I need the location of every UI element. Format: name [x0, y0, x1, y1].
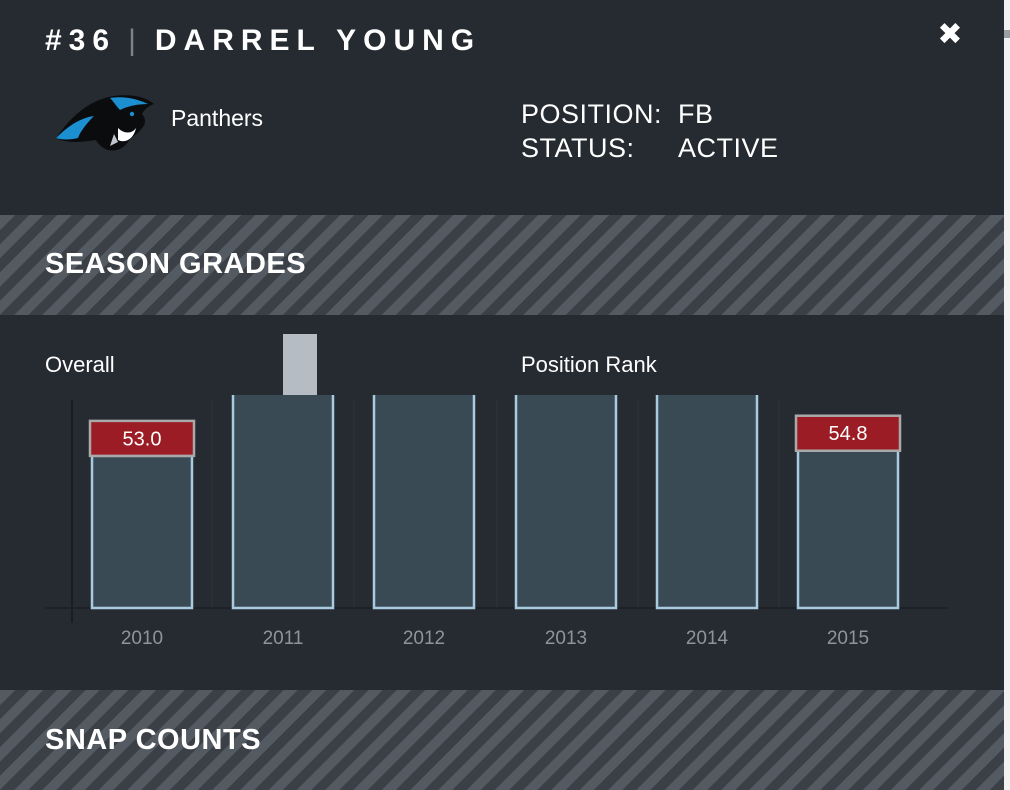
status-label: STATUS:: [521, 133, 635, 163]
chart-x-tick-label: 2013: [545, 628, 587, 649]
panther-logo-icon: [56, 95, 154, 151]
edge-marker: [1004, 30, 1010, 38]
season-grades-title: SEASON GRADES: [45, 248, 307, 280]
window-edge: [1004, 0, 1010, 790]
chart-x-tick-label: 2015: [827, 628, 869, 649]
player-number: #36: [45, 24, 117, 57]
player-meta: POSITION: FB STATUS: ACTIVE: [521, 97, 779, 165]
chart-data-label: 53.0: [123, 428, 162, 450]
chart-x-tick-label: 2014: [686, 628, 729, 649]
team-name: Panthers: [171, 105, 264, 131]
position-label: POSITION:: [521, 99, 663, 129]
chart-x-tick-label: 2010: [121, 628, 163, 649]
season-grades-header: SEASON GRADES: [0, 215, 1004, 315]
chart-bar: [90, 454, 194, 610]
chart-bar: [231, 395, 335, 610]
player-title: #36 | DARREL YOUNG: [45, 24, 481, 58]
tab-overall[interactable]: Overall: [45, 352, 115, 377]
status-value: ACTIVE: [678, 133, 779, 163]
player-name: DARREL YOUNG: [154, 24, 482, 57]
close-icon[interactable]: ✖: [937, 18, 963, 51]
chart-x-labels: 2010 2011 2012 2013 2014 2015: [121, 628, 869, 649]
chart-bar: [514, 395, 618, 610]
chart-value-box: [88, 419, 196, 458]
chart-bars: 53.075.582.777.479.754.8: [88, 395, 902, 610]
snap-counts-header: SNAP COUNTS: [0, 690, 1004, 790]
chart-bar: [796, 449, 900, 610]
chart-bar: [372, 395, 476, 610]
position-value: FB: [678, 99, 714, 129]
chart-value-box: [794, 414, 902, 452]
snap-counts-title: SNAP COUNTS: [45, 724, 262, 756]
tab-position-rank[interactable]: Position Rank: [521, 352, 657, 377]
title-separator: |: [128, 24, 143, 57]
chart-bar: [655, 395, 759, 610]
chart-x-tick-label: 2011: [263, 628, 304, 649]
view-toggle[interactable]: [283, 334, 317, 398]
season-grades-chart: 53.075.582.777.479.754.8 201020112012201…: [45, 395, 948, 649]
chart-data-label: 54.8: [829, 423, 868, 445]
chart-x-tick-label: 2012: [403, 628, 445, 649]
